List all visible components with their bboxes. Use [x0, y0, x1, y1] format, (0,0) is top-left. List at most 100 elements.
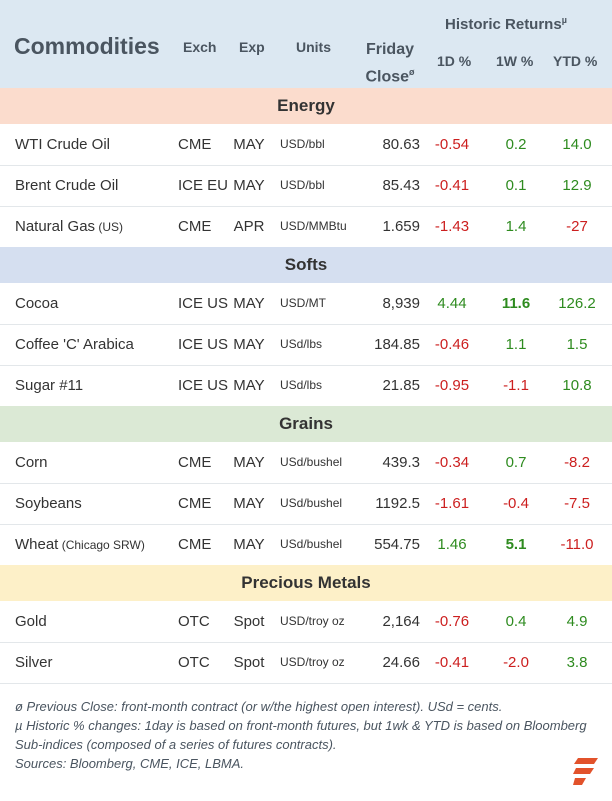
exchange-cell: OTC [178, 613, 210, 630]
expiry-cell: MAY [233, 177, 265, 194]
close-cell: 85.43 [382, 177, 420, 194]
commodity-name: Gold [15, 601, 47, 643]
commodity-name: Soybeans [15, 483, 82, 525]
col-ytd-header: YTD % [553, 53, 598, 69]
return-ytd-cell: 10.8 [562, 377, 592, 394]
commodity-name-text: Gold [15, 613, 47, 630]
return-1w-cell: 0.1 [505, 177, 527, 194]
return-1w-cell: 0.2 [505, 136, 527, 153]
return-1w-cell: 1.4 [505, 218, 527, 235]
historic-footnote-mark: µ [561, 15, 567, 25]
close-cell: 1.659 [382, 218, 420, 235]
close-cell: 1192.5 [375, 495, 420, 512]
historic-returns-header: Historic Returnsµ [445, 15, 567, 33]
footnote-historic: µ Historic % changes: 1day is based on f… [15, 718, 587, 752]
commodity-name-text: Soybeans [15, 495, 82, 512]
commodity-name-note: (US) [95, 220, 124, 234]
commodity-name: Coffee 'C' Arabica [15, 324, 134, 366]
expiry-cell: Spot [233, 613, 265, 630]
close-cell: 184.85 [374, 336, 420, 353]
return-ytd-cell: -8.2 [564, 454, 590, 471]
exchange-cell: CME [178, 536, 212, 553]
return-ytd-cell: -7.5 [564, 495, 590, 512]
return-ytd-cell: 126.2 [558, 295, 596, 312]
return-1w-cell: 1.1 [505, 336, 527, 353]
units-cell: USD/bbl [280, 137, 325, 151]
commodity-name-text: WTI Crude Oil [15, 136, 111, 153]
commodity-name: Sugar #11 [15, 365, 83, 407]
return-ytd-cell: 3.8 [566, 654, 588, 671]
return-1w-cell: -0.4 [503, 495, 529, 512]
commodity-name-note: (Chicago SRW) [58, 538, 145, 552]
table-row: Brent Crude Oil ICE EU MAY USD/bbl 85.43 -0.4… [0, 165, 612, 207]
expiry-cell: APR [233, 218, 265, 235]
expiry-cell: MAY [233, 536, 265, 553]
commodity-name-text: Corn [15, 454, 48, 471]
exchange-cell: CME [178, 495, 212, 512]
historic-returns-label: Historic Returns [445, 16, 562, 33]
return-1w-cell: 0.7 [505, 454, 527, 471]
commodity-name: Silver [15, 642, 53, 684]
return-1d-cell: -0.54 [434, 136, 470, 153]
table-row: Soybeans CME MAY USd/bushel 1192.5 -1.61 -0.4 -… [0, 483, 612, 525]
commodity-name-text: Brent Crude Oil [15, 177, 119, 194]
close-cell: 8,939 [382, 295, 420, 312]
table-row: Cocoa ICE US MAY USD/MT 8,939 4.44 11.6 126.2 [0, 283, 612, 325]
table-row: Sugar #11 ICE US MAY USd/lbs 21.85 -0.95 -1.1 1… [0, 365, 612, 407]
exchange-cell: ICE US [178, 336, 229, 353]
section-header: Precious Metals [0, 565, 612, 601]
table-row: Gold OTC Spot USD/troy oz 2,164 -0.76 0.4 4.9 [0, 601, 612, 643]
col-units-header: Units [296, 39, 331, 55]
units-cell: USD/MT [280, 296, 326, 310]
expiry-cell: MAY [233, 336, 265, 353]
exchange-cell: ICE EU [178, 177, 229, 194]
footnote-sources: Sources: Bloomberg, CME, ICE, LBMA. [15, 756, 245, 771]
commodity-name: Cocoa [15, 283, 58, 325]
exchange-cell: OTC [178, 654, 210, 671]
return-ytd-cell: 12.9 [562, 177, 592, 194]
commodity-name: Natural Gas (US) [15, 206, 123, 248]
expiry-cell: MAY [233, 136, 265, 153]
expiry-cell: MAY [233, 495, 265, 512]
col-1d-header: 1D % [437, 53, 472, 69]
table-row: Coffee 'C' Arabica ICE US MAY USd/lbs 184.85… [0, 324, 612, 366]
expiry-cell: MAY [233, 295, 265, 312]
commodity-name: Corn [15, 442, 48, 484]
exchange-cell: ICE US [178, 377, 229, 394]
return-1w-cell: 11.6 [501, 295, 531, 312]
commodity-name-text: Wheat [15, 536, 59, 553]
table-header: Commodities Exch Exp Units Friday Closeø… [0, 0, 612, 88]
table-row: Wheat (Chicago SRW) CME MAY USd/bushel 554.7… [0, 524, 612, 566]
return-1w-cell: 5.1 [505, 536, 527, 553]
units-cell: USd/bushel [280, 455, 343, 469]
col-exch-header: Exch [183, 39, 217, 55]
table-title: Commodities [14, 33, 160, 59]
col-close-line2: Close [365, 68, 410, 86]
table-row: Natural Gas (US) CME APR USD/MMBtu 1.659 -1.4… [0, 206, 612, 248]
close-cell: 21.85 [382, 377, 420, 394]
units-cell: USd/bushel [280, 537, 343, 551]
return-ytd-cell: 1.5 [566, 336, 588, 353]
close-cell: 2,164 [382, 613, 420, 630]
return-1d-cell: -1.61 [434, 495, 470, 512]
return-1d-cell: -0.34 [434, 454, 470, 471]
return-ytd-cell: 4.9 [566, 613, 588, 630]
commodity-name: WTI Crude Oil [15, 124, 110, 166]
col-1w-header: 1W % [496, 53, 534, 69]
return-ytd-cell: -27 [566, 218, 588, 235]
return-1d-cell: 4.44 [437, 295, 467, 312]
return-1d-cell: 1.46 [437, 536, 467, 553]
close-cell: 554.75 [374, 536, 420, 553]
commodity-name-text: Coffee 'C' Arabica [15, 336, 134, 353]
footnote-previous-close: ø Previous Close: front-month contract (… [15, 699, 503, 714]
close-cell: 439.3 [382, 454, 420, 471]
footnotes: ø Previous Close: front-month contract (… [15, 697, 600, 773]
return-1d-cell: -0.41 [434, 654, 470, 671]
return-1d-cell: -0.46 [434, 336, 470, 353]
section-header: Energy [0, 88, 612, 124]
return-1d-cell: -0.95 [434, 377, 470, 394]
table-row: WTI Crude Oil CME MAY USD/bbl 80.63 -0.54 0.2 1… [0, 124, 612, 166]
return-1w-cell: 0.4 [505, 613, 527, 630]
col-close-header: Friday Closeø [360, 38, 420, 88]
exchange-cell: CME [178, 136, 212, 153]
